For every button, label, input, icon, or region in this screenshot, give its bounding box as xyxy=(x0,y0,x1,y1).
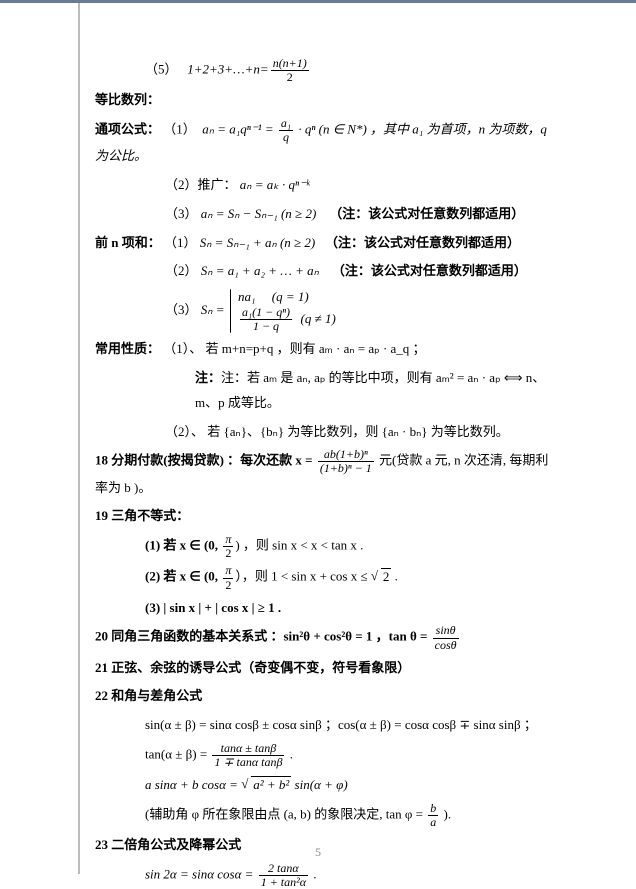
item-22: 22 和角与差角公式 xyxy=(95,684,556,709)
item-19: 19 三角不等式： xyxy=(95,504,556,529)
item-20: 20 同角三角函数的基本关系式 ：sin²θ + cos²θ = 1 ，tan … xyxy=(95,624,556,651)
general-formula-1: 通项公式： （1） aₙ = a₁qⁿ⁻¹ = a₁q · qⁿ (n ∈ N*… xyxy=(95,117,556,169)
page-number: 5 xyxy=(0,841,636,864)
general-formula-2: （2）推广： aₙ = aₖ · qⁿ⁻ᵏ xyxy=(95,173,556,198)
item-19-1: (1) 若 x ∈ (0, π2) ，则 sin x < x < tan x . xyxy=(95,533,556,560)
formula-sum-integers: （5） 1+2+3+…+n=n(n+1)2 xyxy=(95,57,556,84)
section-geometric: 等比数列： xyxy=(95,88,556,113)
item-22-3: a sinα + b cosα = a² + b² sin(α + φ) xyxy=(95,773,556,798)
item-23-1: sin 2α = sinα cosα = 2 tanα1 + tan²α . xyxy=(95,862,556,889)
item-19-3: (3) | sin x | + | cos x | ≥ 1 . xyxy=(95,596,556,621)
seq-label: （5） xyxy=(145,62,178,77)
item-18: 18 分期付款(按揭贷款) ：每次还款 x = ab(1+b)ⁿ(1+b)ⁿ −… xyxy=(95,448,556,500)
prop-1: 常用性质： （1）、 若 m+n=p+q ，则有 aₘ · aₙ = aₚ · … xyxy=(95,337,556,362)
item-22-2: tan(α ± β) = tanα ± tanβ1 ∓ tanα tanβ . xyxy=(95,742,556,769)
item-22-4: (辅助角 φ 所在象限由点 (a, b) 的象限决定, tan φ = ba )… xyxy=(95,802,556,829)
sum-formula-1: 前 n 项和： （1） Sₙ = Sₙ₋₁ + aₙ (n ≥ 2) （注：该公… xyxy=(95,231,556,256)
prop-1-note: 注：注：若 aₘ 是 aₙ, aₚ 的等比中项，则有 aₘ² = aₙ · aₚ… xyxy=(95,366,556,415)
sum-formula-2: （2） Sₙ = a₁ + a₂ + … + aₙ （注：该公式对任意数列都适用… xyxy=(95,259,556,284)
general-formula-3: （3） aₙ = Sₙ − Sₙ₋₁ (n ≥ 2) （注：该公式对任意数列都适… xyxy=(95,202,556,227)
seq-lhs: 1+2+3+…+n= xyxy=(187,62,268,77)
item-22-1: sin(α ± β) = sinα cosβ ± cosα sinβ ；cos(… xyxy=(95,713,556,738)
item-19-2: (2) 若 x ∈ (0, π2），则 1 < sin x + cos x ≤ … xyxy=(95,564,556,591)
item-21: 21 正弦、余弦的诱导公式（奇变偶不变，符号看象限） xyxy=(95,656,556,681)
sum-formula-3: （3） Sₙ = na₁ (q = 1) a₁(1 − qⁿ)1 − q (q … xyxy=(95,288,556,334)
prop-2: （2）、 若 {aₙ}、{bₙ} 为等比数列，则 {aₙ · bₙ} 为等比数列… xyxy=(95,420,556,445)
